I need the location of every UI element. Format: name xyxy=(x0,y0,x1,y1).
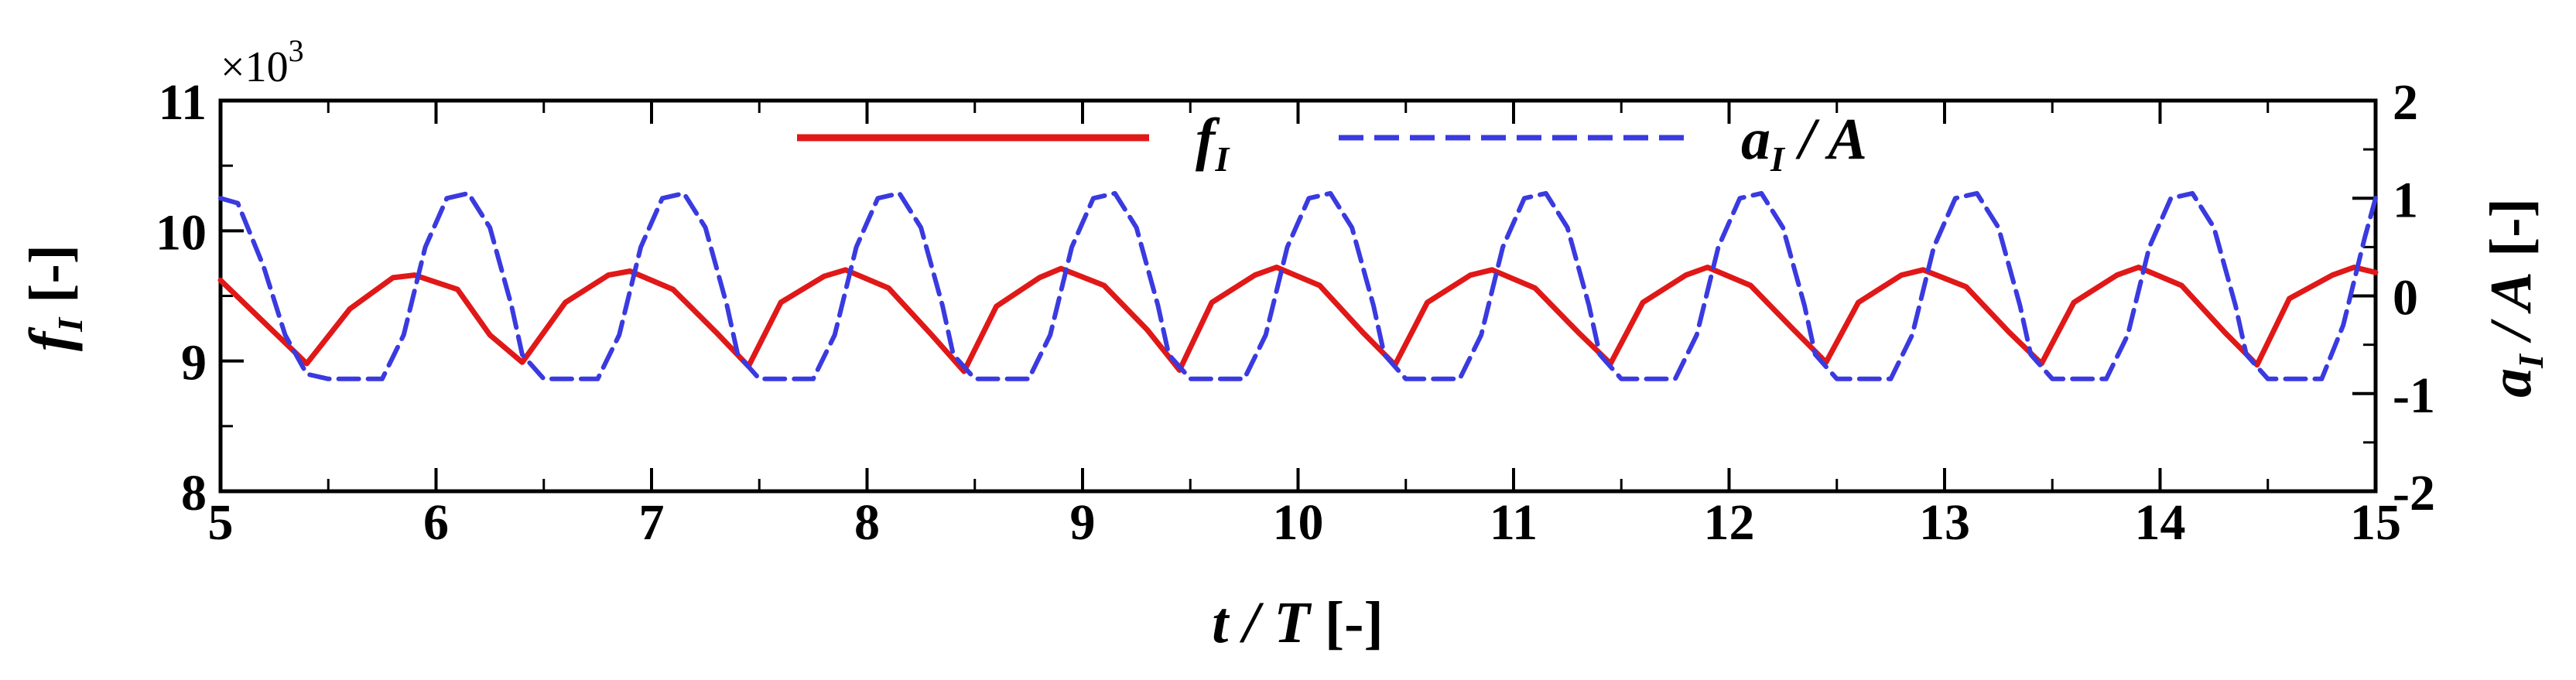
x-tick-label: 13 xyxy=(1919,494,1970,551)
y-left-tick-label: 11 xyxy=(159,74,207,131)
plot-frame xyxy=(218,98,2378,494)
multiplier-base: ×10 xyxy=(221,43,289,91)
right-y-axis-label: aI / A [-] xyxy=(2479,198,2550,398)
y-left-tick-label: 8 xyxy=(181,465,207,521)
legend-label-fi: fI xyxy=(1196,107,1230,179)
x-tick-label: 6 xyxy=(423,494,449,551)
legend-label-ai-over-a: aI / A xyxy=(1741,107,1867,179)
x-tick-label: 8 xyxy=(854,494,880,551)
series-layer xyxy=(217,190,2379,381)
x-axis-label: t / T [-] xyxy=(1212,590,1384,655)
x-tick-label: 12 xyxy=(1704,494,1755,551)
y-left-tick-label: 9 xyxy=(181,335,207,391)
left-axis-multiplier: ×103 xyxy=(221,33,304,91)
y-left-tick-label: 10 xyxy=(156,204,207,261)
x-tick-label: 10 xyxy=(1273,494,1324,551)
left-y-axis-label: fI [-] xyxy=(18,244,90,351)
series-line-ai-over-a xyxy=(218,190,2378,381)
left-y-axis-ticks: 8 9 10 11 xyxy=(156,74,244,521)
y-right-tick-label: -2 xyxy=(2393,465,2435,521)
x-tick-label: 14 xyxy=(2135,494,2186,551)
y-right-tick-label: -1 xyxy=(2393,367,2435,424)
x-tick-label: 5 xyxy=(208,494,234,551)
legend: fI aI / A xyxy=(797,107,1867,179)
x-tick-label: 7 xyxy=(639,494,665,551)
y-right-tick-label: 1 xyxy=(2393,172,2418,228)
right-y-axis-ticks: -2 -1 0 1 2 xyxy=(2352,74,2435,521)
multiplier-exponent: 3 xyxy=(289,33,304,68)
x-tick-label: 15 xyxy=(2350,494,2401,551)
y-right-tick-label: 0 xyxy=(2393,270,2418,326)
series-line-fi xyxy=(217,265,2379,374)
x-tick-label: 11 xyxy=(1490,494,1538,551)
x-axis-ticks: 5 6 7 8 9 10 11 12 13 14 15 xyxy=(208,101,2401,551)
x-tick-label: 9 xyxy=(1070,494,1096,551)
y-right-tick-label: 2 xyxy=(2393,74,2418,131)
